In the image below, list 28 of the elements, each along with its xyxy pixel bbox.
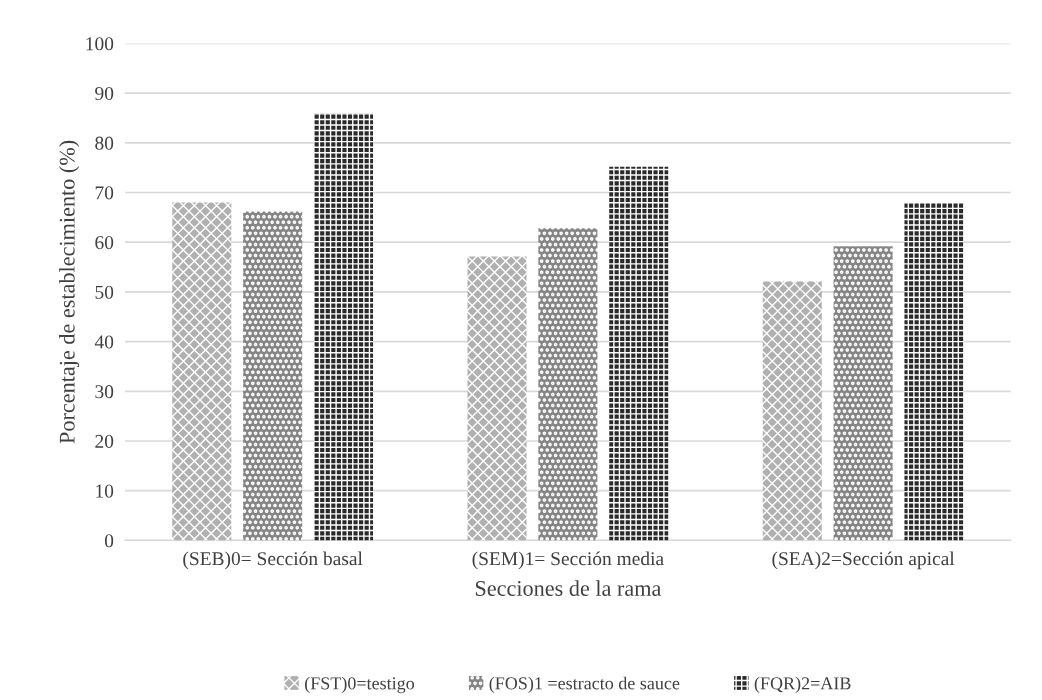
y-tick-label: 60 bbox=[95, 236, 114, 250]
x-axis-title: Secciones de la rama bbox=[475, 580, 662, 596]
bar bbox=[609, 166, 669, 541]
y-tick-label: 100 bbox=[86, 37, 114, 51]
bar bbox=[762, 281, 822, 541]
bar bbox=[538, 228, 598, 541]
y-tick-label: 50 bbox=[95, 285, 114, 299]
legend-label: (FQR)2=AIB bbox=[754, 676, 851, 694]
bar bbox=[243, 211, 303, 541]
x-tick-label: (SEB)0= Sección basal bbox=[183, 551, 363, 570]
bar bbox=[467, 256, 527, 541]
y-tick-label: 30 bbox=[95, 385, 114, 399]
y-tick-label: 10 bbox=[96, 484, 114, 498]
y-tick-label: 40 bbox=[94, 335, 114, 349]
x-tick-label: (SEA)2=Sección apical bbox=[772, 551, 955, 570]
y-tick-label: 70 bbox=[95, 186, 114, 200]
y-tick-label: 0 bbox=[104, 534, 114, 548]
y-axis-title: Porcentaje de establecimiento (%) bbox=[59, 140, 80, 444]
y-tick-label: 90 bbox=[95, 86, 114, 101]
x-tick-label: (SEM)1= Sección media bbox=[472, 551, 664, 570]
y-tick-label: 20 bbox=[95, 434, 114, 448]
legend-label: (FOS)1 =estracto de sauce bbox=[489, 676, 680, 694]
bar bbox=[313, 113, 374, 541]
bar bbox=[904, 202, 964, 541]
bar bbox=[172, 202, 232, 541]
y-tick-label: 80 bbox=[95, 136, 114, 150]
legend-label: (FST)0=testigo bbox=[305, 676, 415, 694]
bar bbox=[833, 246, 893, 541]
